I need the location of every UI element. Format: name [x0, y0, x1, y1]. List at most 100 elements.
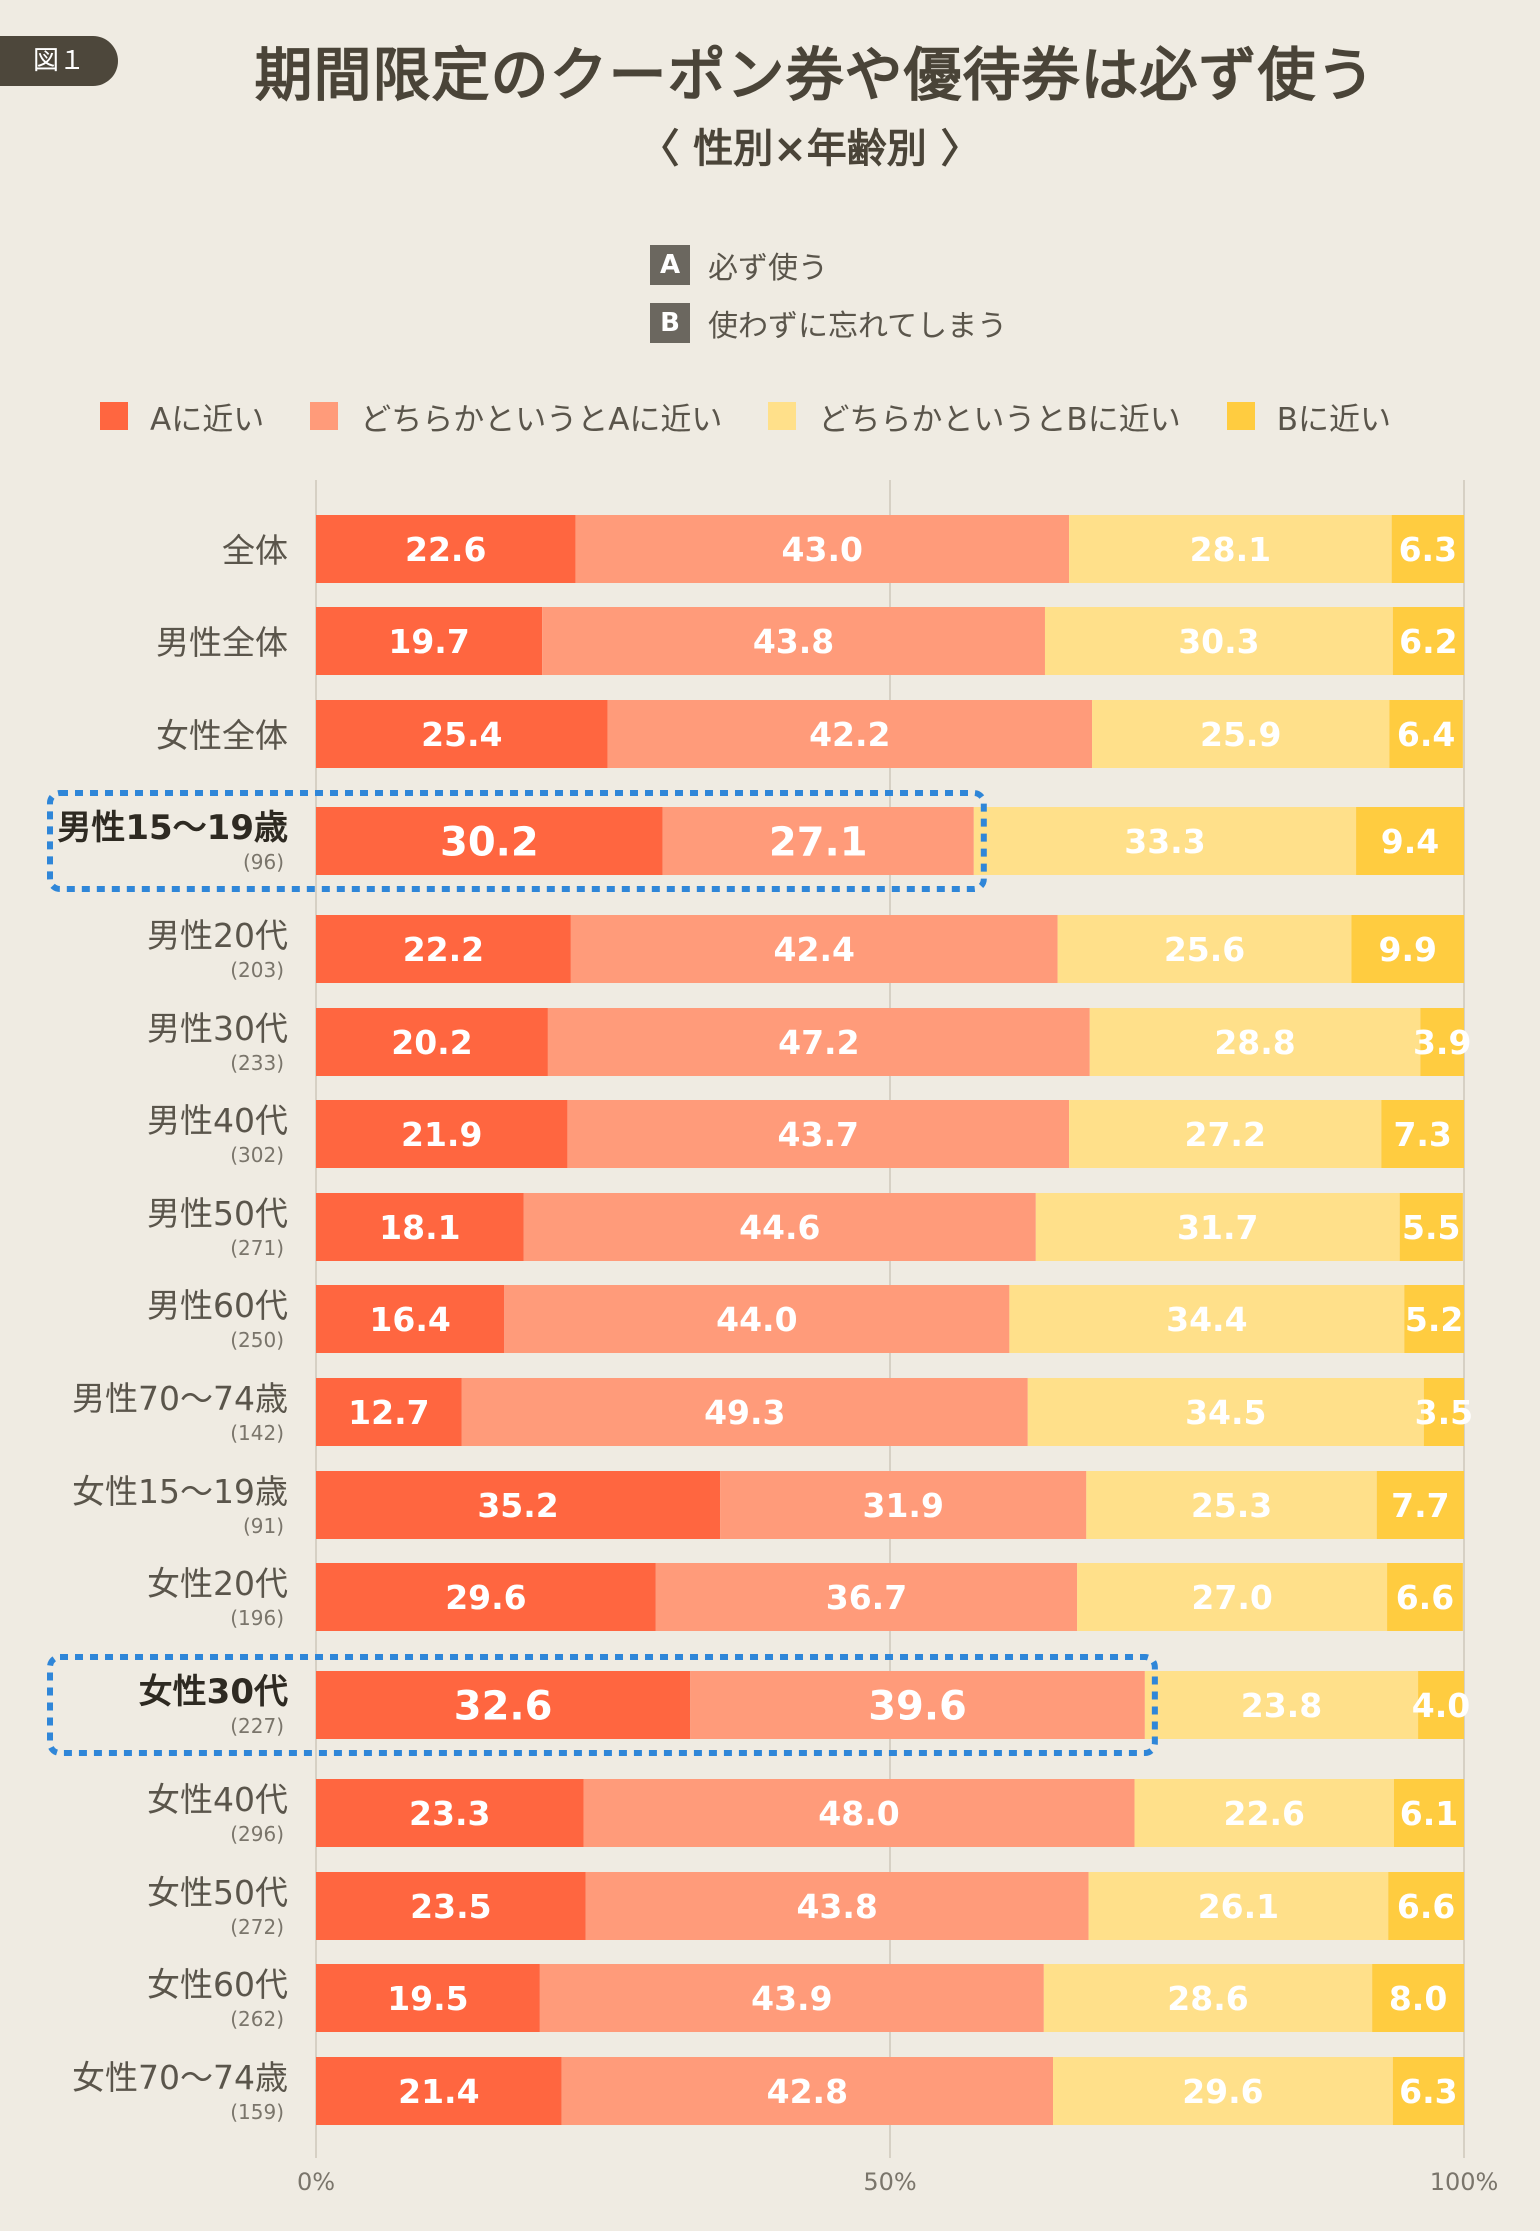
data-label: 28.1: [1190, 530, 1271, 569]
ab-legend-item-a: A 必ず使う: [650, 242, 1007, 288]
data-label: 28.6: [1167, 1979, 1248, 2018]
series-legend: Aに近い どちらかというとAに近い どちらかというとBに近い Bに近い: [100, 394, 1437, 439]
category-label: 女性20代: [147, 1564, 288, 1603]
category-label: 男性全体: [156, 623, 288, 662]
bar-segment: [567, 1100, 1070, 1168]
sample-size-label: (203): [230, 958, 284, 982]
ab-definition-legend: A 必ず使う B 使わずに忘れてしまう: [650, 242, 1007, 358]
bar-segment: [1089, 1008, 1421, 1076]
data-label: 7.7: [1391, 1486, 1449, 1525]
bar-segment: [1388, 1872, 1464, 1940]
chart-title: 期間限定のクーポン券や優待券は必ず使う: [254, 41, 1376, 109]
legend-swatch-series-1: [100, 402, 128, 430]
data-label: 29.6: [1182, 2072, 1263, 2111]
data-label: 6.6: [1396, 1578, 1454, 1617]
data-label: 44.6: [739, 1208, 820, 1247]
data-label: 39.6: [868, 1683, 967, 1729]
category-label: 男性60代: [147, 1286, 288, 1325]
bar-segment: [1376, 1471, 1464, 1539]
legend-swatch-series-3: [768, 402, 797, 430]
bar-segment: [1381, 1100, 1464, 1168]
bar-segment: [316, 1563, 656, 1631]
ab-text-b: 使わずに忘れてしまう: [708, 309, 1008, 344]
sample-size-label: (296): [230, 1822, 284, 1846]
sample-size-label: (227): [230, 1714, 284, 1738]
x-tick-label: 100%: [1430, 2168, 1499, 2196]
bar-segment: [1077, 1563, 1388, 1631]
category-label: 男性20代: [147, 916, 288, 955]
bar-segment: [316, 1378, 462, 1446]
data-label: 29.6: [445, 1578, 526, 1617]
data-label: 5.5: [1402, 1208, 1460, 1247]
bar-segment: [547, 1008, 1090, 1076]
data-label: 9.9: [1379, 930, 1437, 969]
bar-segment: [539, 1964, 1044, 2032]
x-tick-label: 50%: [863, 2168, 916, 2196]
legend-label-series-2: どちらかというとAに近い: [360, 401, 723, 438]
category-label: 男性50代: [147, 1194, 288, 1233]
bar-segment: [316, 1285, 505, 1353]
data-label: 18.1: [379, 1208, 460, 1247]
category-label: 女性30代: [139, 1672, 288, 1712]
data-label: 43.8: [796, 1887, 877, 1926]
bar-segment: [316, 1872, 586, 1940]
bar-segment: [1069, 1100, 1382, 1168]
bar-segment: [1420, 1008, 1464, 1076]
legend-label-series-1: Aに近い: [150, 401, 265, 438]
category-label: 女性70〜74歳: [72, 2058, 288, 2097]
bar-segment: [662, 807, 974, 875]
data-label: 42.8: [767, 2072, 848, 2111]
data-label: 25.3: [1191, 1486, 1272, 1525]
bar-segment: [1423, 1378, 1464, 1446]
bar-segment: [690, 1671, 1145, 1739]
category-label: 男性70〜74歳: [72, 1379, 288, 1418]
bar-segment: [316, 1008, 548, 1076]
data-label: 26.1: [1198, 1887, 1279, 1926]
figure-label: 図１: [0, 36, 118, 86]
data-label: 35.2: [477, 1486, 558, 1525]
data-label: 30.3: [1178, 622, 1259, 661]
data-label: 23.5: [410, 1887, 491, 1926]
data-label: 6.1: [1400, 1794, 1458, 1833]
sample-size-label: (250): [230, 1328, 284, 1352]
data-label: 42.4: [774, 930, 855, 969]
data-label: 3.5: [1415, 1393, 1473, 1432]
bar-segment: [973, 807, 1357, 875]
data-label: 22.6: [405, 530, 486, 569]
data-label: 12.7: [348, 1393, 429, 1432]
sample-size-label: (233): [230, 1051, 284, 1075]
ab-key-a: A: [650, 245, 690, 285]
bar-segment: [1092, 700, 1390, 768]
bar-segment: [316, 700, 608, 768]
bar-segment: [1043, 1964, 1373, 2032]
legend-swatch-series-2: [310, 402, 339, 430]
category-label: 男性40代: [147, 1101, 288, 1140]
bar-segment: [504, 1285, 1010, 1353]
data-label: 31.7: [1177, 1208, 1258, 1247]
legend-item-series-3: どちらかというとBに近い: [768, 394, 1181, 439]
bar-segment: [1027, 1378, 1424, 1446]
bar-segment: [575, 515, 1070, 583]
bar-segment: [1088, 1872, 1389, 1940]
data-label: 30.2: [440, 819, 539, 865]
bar-segment: [570, 915, 1058, 983]
sample-size-label: (262): [230, 2007, 284, 2031]
data-label: 36.7: [826, 1578, 907, 1617]
data-label: 25.4: [421, 715, 502, 754]
data-label: 43.9: [751, 1979, 832, 2018]
data-label: 47.2: [778, 1023, 859, 1062]
data-label: 9.4: [1381, 822, 1439, 861]
sample-size-label: (91): [243, 1514, 284, 1538]
highlight-box: [47, 790, 987, 892]
data-label: 32.6: [454, 1683, 553, 1729]
data-label: 23.3: [409, 1794, 490, 1833]
bar-segment: [1044, 607, 1393, 675]
legend-item-series-1: Aに近い: [100, 394, 264, 439]
ab-legend-item-b: B 使わずに忘れてしまう: [650, 300, 1007, 346]
data-label: 21.9: [401, 1115, 482, 1154]
bar-segment: [1392, 607, 1464, 675]
ab-text-a: 必ず使う: [708, 251, 828, 286]
bar-segment: [1057, 915, 1352, 983]
bar-segment: [1069, 515, 1392, 583]
data-label: 43.7: [778, 1115, 859, 1154]
